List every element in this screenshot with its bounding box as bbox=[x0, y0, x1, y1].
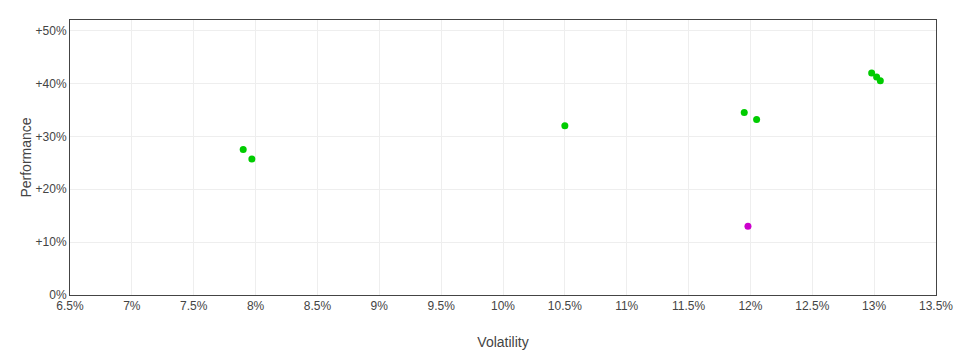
svg-text:0%: 0% bbox=[49, 288, 67, 302]
svg-text:11%: 11% bbox=[615, 299, 638, 313]
svg-text:11.5%: 11.5% bbox=[672, 299, 705, 313]
svg-text:8.5%: 8.5% bbox=[304, 299, 332, 313]
svg-text:7%: 7% bbox=[123, 299, 141, 313]
svg-text:+10%: +10% bbox=[36, 235, 67, 249]
svg-text:+50%: +50% bbox=[36, 24, 67, 38]
svg-text:12%: 12% bbox=[738, 299, 762, 313]
svg-text:10%: 10% bbox=[491, 299, 515, 313]
svg-text:Performance: Performance bbox=[18, 117, 34, 197]
svg-text:+20%: +20% bbox=[36, 182, 67, 196]
svg-text:+40%: +40% bbox=[36, 77, 67, 91]
svg-text:9.5%: 9.5% bbox=[427, 299, 455, 313]
svg-text:+30%: +30% bbox=[36, 130, 67, 144]
svg-text:12.5%: 12.5% bbox=[795, 299, 829, 313]
svg-text:13%: 13% bbox=[862, 299, 886, 313]
svg-text:10.5%: 10.5% bbox=[548, 299, 582, 313]
svg-text:9%: 9% bbox=[371, 299, 389, 313]
svg-text:6.5%: 6.5% bbox=[56, 299, 84, 313]
svg-text:Volatility: Volatility bbox=[477, 334, 528, 350]
svg-text:13.5%: 13.5% bbox=[919, 299, 953, 313]
svg-text:8%: 8% bbox=[247, 299, 265, 313]
svg-text:7.5%: 7.5% bbox=[180, 299, 208, 313]
